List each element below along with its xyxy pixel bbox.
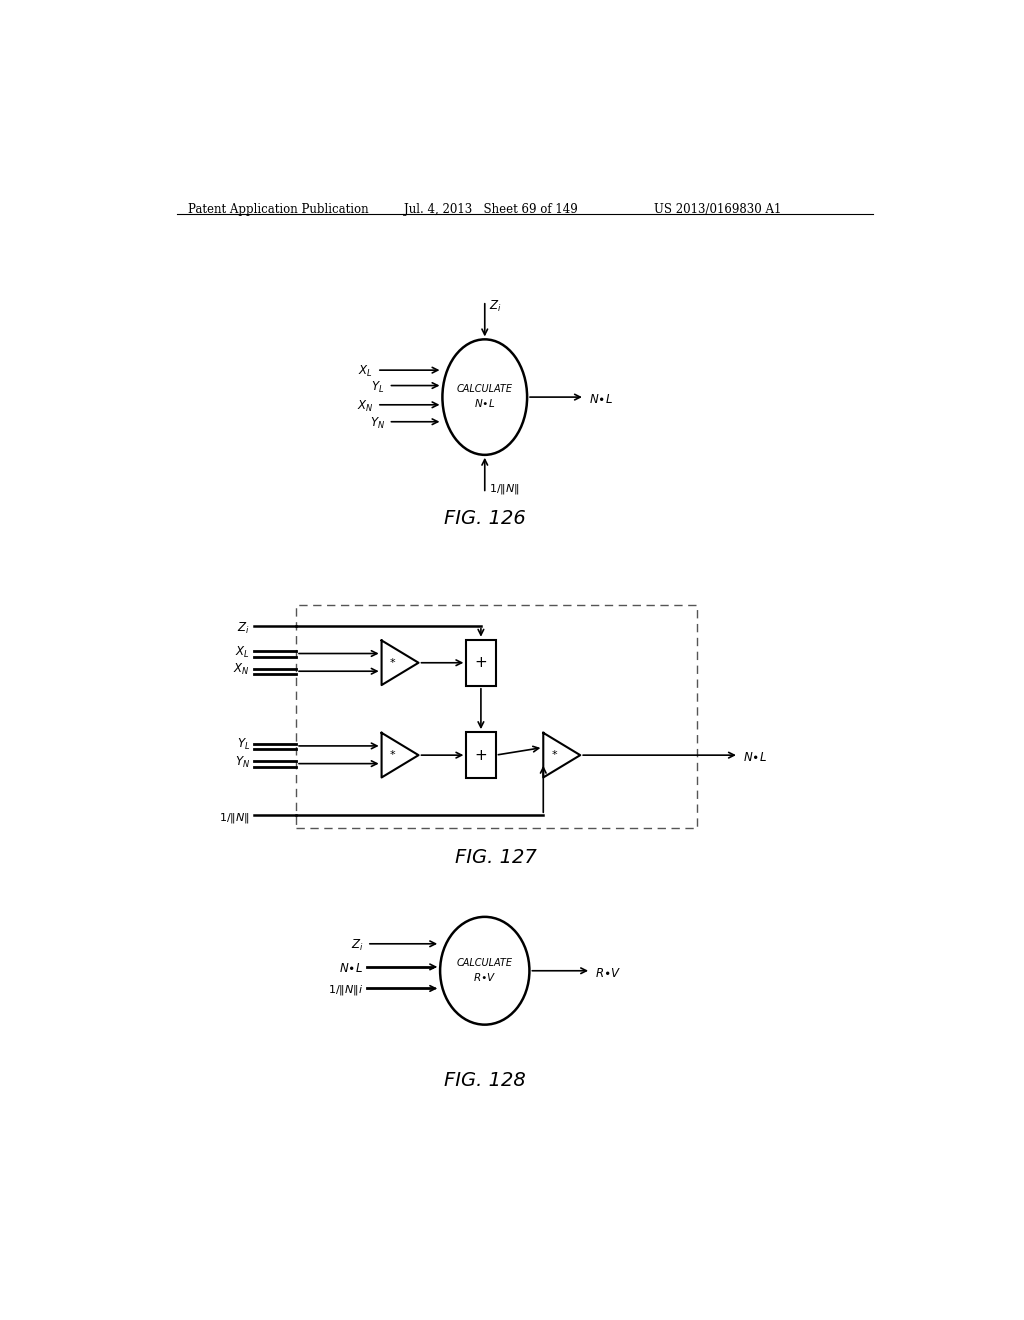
Text: FIG. 128: FIG. 128 (443, 1071, 525, 1090)
Text: $X_N$: $X_N$ (233, 663, 250, 677)
Text: $Z_i$: $Z_i$ (238, 620, 250, 636)
Text: Patent Application Publication: Patent Application Publication (188, 203, 369, 216)
Text: FIG. 126: FIG. 126 (443, 508, 525, 528)
Text: R$\bullet$V: R$\bullet$V (473, 972, 497, 983)
Text: $Y_L$: $Y_L$ (237, 737, 250, 752)
Text: $1/\|N\|i$: $1/\|N\|i$ (328, 983, 364, 997)
Text: +: + (474, 655, 487, 671)
Text: N$\bullet$L: N$\bullet$L (339, 962, 364, 975)
Text: $X_N$: $X_N$ (356, 399, 373, 414)
Bar (466, 640, 496, 686)
Text: $1/\|N\|$: $1/\|N\|$ (219, 810, 250, 825)
Text: $Z_i$: $Z_i$ (488, 300, 501, 314)
Text: *: * (552, 750, 557, 760)
Text: N$\bullet$L: N$\bullet$L (474, 397, 496, 409)
Text: *: * (390, 750, 395, 760)
Text: $Y_N$: $Y_N$ (234, 755, 250, 770)
Text: $Y_L$: $Y_L$ (372, 380, 385, 395)
Text: $Z_i$: $Z_i$ (350, 937, 364, 953)
Bar (466, 733, 496, 779)
Text: $Y_N$: $Y_N$ (370, 416, 385, 430)
Text: $X_L$: $X_L$ (236, 644, 250, 660)
Text: $1/\|N\|$: $1/\|N\|$ (488, 482, 519, 496)
Text: FIG. 127: FIG. 127 (456, 847, 538, 866)
Text: $X_L$: $X_L$ (358, 364, 373, 379)
Bar (296, 605, 696, 829)
Text: US 2013/0169830 A1: US 2013/0169830 A1 (654, 203, 781, 216)
Text: *: * (390, 657, 395, 668)
Text: R$\bullet$V: R$\bullet$V (595, 966, 622, 979)
Text: +: + (474, 747, 487, 763)
Text: Jul. 4, 2013   Sheet 69 of 149: Jul. 4, 2013 Sheet 69 of 149 (403, 203, 578, 216)
Text: N$\bullet$L: N$\bullet$L (742, 751, 767, 764)
Text: CALCULATE: CALCULATE (457, 958, 513, 968)
Text: N$\bullet$L: N$\bullet$L (589, 393, 612, 407)
Text: CALCULATE: CALCULATE (457, 384, 513, 395)
